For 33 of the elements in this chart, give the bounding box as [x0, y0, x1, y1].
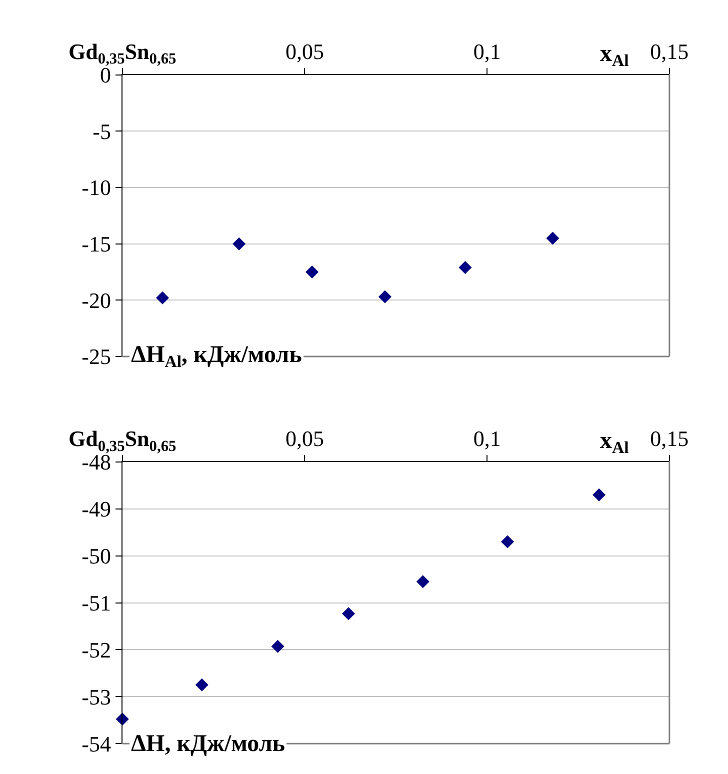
y-tick-label: -5: [92, 118, 111, 144]
annotation: ΔH, кДж/моль: [131, 731, 286, 757]
y-tick-label: -49: [82, 496, 111, 522]
y-tick-label: -25: [82, 344, 111, 370]
point: [592, 488, 606, 502]
x-tick-label: 0,15: [650, 39, 689, 64]
x-axis-title: x$_{Al}$: [600, 41, 630, 70]
point: [306, 266, 319, 279]
y-tick-label: -53: [82, 684, 111, 710]
x-tick-label: 0,05: [285, 39, 324, 64]
x-tick-label: 0,15: [650, 426, 689, 452]
y-tick-label: -54: [82, 731, 111, 756]
point: [378, 290, 392, 304]
point: [342, 607, 355, 620]
point: [195, 678, 208, 692]
point: [458, 261, 472, 274]
point: [546, 232, 560, 245]
x-tick-label: 0,1: [473, 39, 501, 64]
y-tick-label: -52: [82, 637, 111, 662]
point: [416, 575, 430, 588]
point: [156, 291, 169, 304]
point: [500, 535, 514, 548]
x-tick-label: 0,1: [473, 426, 501, 452]
x-tick-label: 0,05: [285, 426, 324, 452]
y-tick-label: -20: [82, 288, 111, 313]
y-tick-label: -15: [82, 232, 111, 257]
point: [232, 237, 246, 250]
y-tick-label: -50: [82, 544, 111, 569]
x-axis-title: x$_{Al}$: [600, 428, 630, 458]
point: [271, 640, 284, 653]
y-tick-label: -51: [82, 590, 111, 616]
annotation: ΔH$_{Al}$, кДж/моль: [131, 342, 302, 372]
y-tick-label: -10: [82, 175, 111, 200]
